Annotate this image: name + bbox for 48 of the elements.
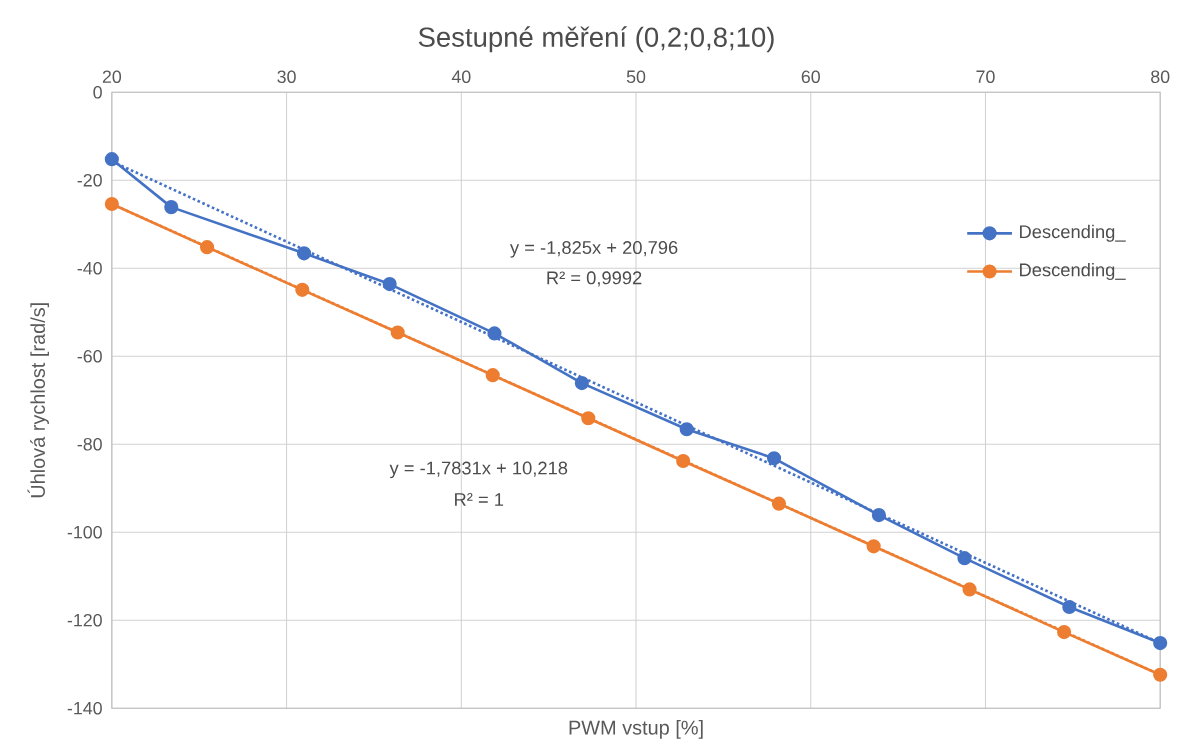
point xyxy=(104,152,119,167)
point xyxy=(104,196,119,212)
point xyxy=(574,376,589,391)
point xyxy=(1153,667,1168,682)
x-tick-label: 60 xyxy=(801,70,820,84)
point xyxy=(390,325,405,340)
y-axis-title: Úhlová rychlost [rad/s] xyxy=(27,303,49,498)
y-tick-label: -60 xyxy=(77,349,102,363)
x-axis-title: PWM vstup [%] xyxy=(569,720,703,739)
x-tick-label: 20 xyxy=(102,70,122,84)
y-tick-label: -120 xyxy=(67,613,102,627)
point xyxy=(957,551,972,566)
y-tick-label: -100 xyxy=(67,525,102,539)
point xyxy=(295,282,310,297)
annotation: R² = 0,9992 xyxy=(547,271,642,287)
chart-title: Sestupné měření (0,2;0,8;10) xyxy=(418,26,774,53)
point xyxy=(200,240,215,255)
point xyxy=(766,451,782,466)
point xyxy=(676,453,691,469)
legend-label: Descending_ xyxy=(1020,224,1126,242)
point xyxy=(485,368,500,383)
point xyxy=(866,539,881,554)
point xyxy=(1057,625,1072,640)
y-tick-label: -40 xyxy=(77,261,102,275)
point xyxy=(296,246,312,261)
x-tick-label: 70 xyxy=(976,70,995,84)
y-tick-label: 0 xyxy=(93,85,102,99)
point xyxy=(581,411,596,426)
y-tick-label: -140 xyxy=(67,701,102,715)
x-tick-label: 30 xyxy=(277,70,296,84)
x-tick-label: 50 xyxy=(626,70,646,84)
point xyxy=(164,200,179,215)
point xyxy=(962,582,977,597)
point xyxy=(1062,599,1077,615)
point xyxy=(1153,636,1168,651)
annotation: y = -1,825x + 20,796 xyxy=(510,241,678,258)
point xyxy=(871,507,886,523)
annotation: R² = 1 xyxy=(455,493,504,506)
point xyxy=(679,422,694,437)
legend-label: Descending_ xyxy=(1020,262,1126,281)
point xyxy=(382,277,397,292)
x-tick-label: 80 xyxy=(1151,70,1170,84)
point xyxy=(487,326,502,341)
y-tick-label: -80 xyxy=(77,437,102,451)
x-tick-label: 40 xyxy=(451,70,471,84)
y-tick-label: -20 xyxy=(77,173,102,187)
annotation: y = -1,7831x + 10,218 xyxy=(389,461,568,479)
point xyxy=(771,496,787,511)
